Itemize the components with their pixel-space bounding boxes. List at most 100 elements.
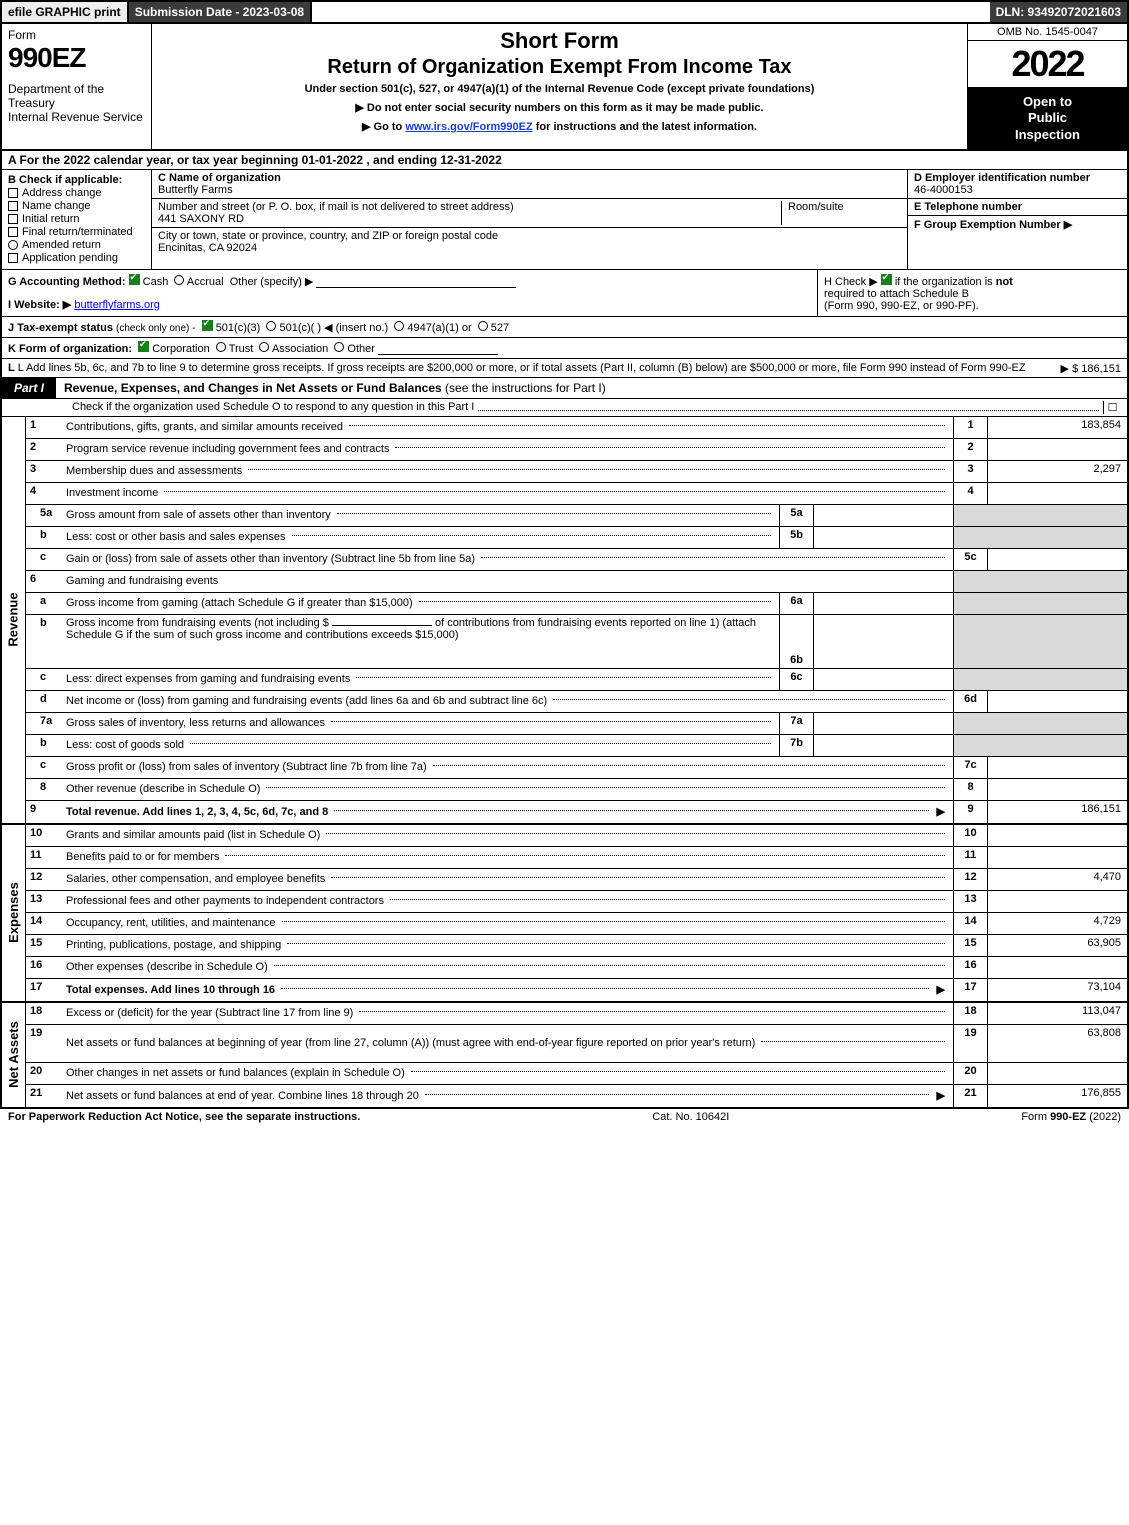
header-left: Form 990EZ Department of the Treasury In… (2, 24, 152, 149)
omb-number: OMB No. 1545-0047 (968, 24, 1127, 41)
instr-goto-post: for instructions and the latest informat… (533, 121, 757, 133)
line-9: 9Total revenue. Add lines 1, 2, 3, 4, 5c… (26, 801, 1127, 823)
lbl-trust: Trust (229, 343, 254, 355)
revenue-side-label: Revenue (2, 417, 26, 823)
chk-amended-return[interactable] (8, 240, 18, 250)
line-3: 3Membership dues and assessments32,297 (26, 461, 1127, 483)
line-6c: cLess: direct expenses from gaming and f… (26, 669, 1127, 691)
net-assets-section: Net Assets 18Excess or (deficit) for the… (0, 1003, 1129, 1109)
j-small: (check only one) - (116, 323, 195, 334)
lbl-4947: 4947(a)(1) or (407, 322, 471, 334)
header-mid: Short Form Return of Organization Exempt… (152, 24, 967, 149)
lbl-other-org: Other (347, 343, 375, 355)
lbl-application-pending: Application pending (22, 252, 118, 264)
h-post: if the organization is (892, 276, 996, 288)
line-21: 21Net assets or fund balances at end of … (26, 1085, 1127, 1107)
schedule-o-check-row: Check if the organization used Schedule … (0, 399, 1129, 417)
footer: For Paperwork Reduction Act Notice, see … (0, 1109, 1129, 1125)
row-gh: G Accounting Method: Cash Accrual Other … (0, 270, 1129, 317)
other-specify-input[interactable] (316, 276, 516, 288)
chk-application-pending[interactable] (8, 253, 18, 263)
header-right: OMB No. 1545-0047 2022 Open to Public In… (967, 24, 1127, 149)
col-c-org-info: C Name of organization Butterfly Farms N… (152, 170, 907, 269)
chk-501c[interactable] (266, 321, 276, 331)
street-address: 441 SAXONY RD (158, 213, 244, 225)
chk-501c3[interactable] (202, 320, 213, 331)
chk-cash[interactable] (129, 274, 140, 285)
lbl-name-change: Name change (22, 200, 91, 212)
chk-corporation[interactable] (138, 341, 149, 352)
expenses-section: Expenses 10Grants and similar amounts pa… (0, 825, 1129, 1003)
open2: Public (972, 110, 1123, 126)
block-bcdef: B Check if applicable: Address change Na… (0, 170, 1129, 270)
chk-association[interactable] (259, 342, 269, 352)
other-org-input[interactable] (378, 343, 498, 355)
line-5b: bLess: cost or other basis and sales exp… (26, 527, 1127, 549)
line-20: 20Other changes in net assets or fund ba… (26, 1063, 1127, 1085)
dln-number: DLN: 93492072021603 (990, 2, 1127, 22)
line-7c: cGross profit or (loss) from sales of in… (26, 757, 1127, 779)
col-def: D Employer identification number 46-4000… (907, 170, 1127, 269)
lbl-527: 527 (491, 322, 509, 334)
line-11: 11Benefits paid to or for members11 (26, 847, 1127, 869)
footer-cat-no: Cat. No. 10642I (360, 1111, 1021, 1123)
short-form-title: Short Form (160, 28, 959, 54)
lbl-final-return: Final return/terminated (22, 226, 133, 238)
line-2: 2Program service revenue including gover… (26, 439, 1127, 461)
footer-right-bold: 990-EZ (1050, 1111, 1086, 1123)
dots (478, 401, 1099, 411)
footer-right-pre: Form (1021, 1111, 1050, 1123)
city-state-zip: Encinitas, CA 92024 (158, 242, 257, 254)
chk-address-change[interactable] (8, 188, 18, 198)
c-name-label: C Name of organization (158, 172, 281, 184)
ein-value: 46-4000153 (914, 184, 973, 196)
irs-label: Internal Revenue Service (8, 110, 145, 124)
lbl-501c: 501(c)( ) ◀ (insert no.) (280, 322, 389, 334)
line-14: 14Occupancy, rent, utilities, and mainte… (26, 913, 1127, 935)
line-18: 18Excess or (deficit) for the year (Subt… (26, 1003, 1127, 1025)
instr-goto: ▶ Go to www.irs.gov/Form990EZ for instru… (160, 120, 959, 133)
instr-goto-pre: ▶ Go to (362, 121, 405, 133)
open3: Inspection (972, 127, 1123, 143)
chk-accrual[interactable] (174, 275, 184, 285)
part-1-header: Part I Revenue, Expenses, and Changes in… (0, 378, 1129, 399)
chk-final-return[interactable] (8, 227, 18, 237)
efile-print-label[interactable]: efile GRAPHIC print (2, 2, 129, 22)
g-label: G Accounting Method: (8, 276, 126, 288)
i-website-label: I Website: ▶ (8, 299, 71, 311)
line-5c: cGain or (loss) from sale of assets othe… (26, 549, 1127, 571)
line-12: 12Salaries, other compensation, and empl… (26, 869, 1127, 891)
net-assets-side-label: Net Assets (2, 1003, 26, 1107)
h-line3: (Form 990, 990-EZ, or 990-PF). (824, 300, 979, 312)
col-b-checkboxes: B Check if applicable: Address change Na… (2, 170, 152, 269)
footer-left: For Paperwork Reduction Act Notice, see … (8, 1111, 360, 1123)
line-16: 16Other expenses (describe in Schedule O… (26, 957, 1127, 979)
j-label: J Tax-exempt status (8, 322, 116, 334)
chk-527[interactable] (478, 321, 488, 331)
chk-schedule-b[interactable] (881, 274, 892, 285)
room-suite: Room/suite (781, 201, 901, 225)
chk-name-change[interactable] (8, 201, 18, 211)
form-word: Form (8, 28, 145, 42)
schedule-o-checkbox[interactable]: ☐ (1103, 401, 1121, 414)
lbl-amended-return: Amended return (22, 239, 101, 251)
line-4: 4Investment income4 (26, 483, 1127, 505)
part-1-desc-light: (see the instructions for Part I) (445, 381, 606, 395)
chk-trust[interactable] (216, 342, 226, 352)
chk-initial-return[interactable] (8, 214, 18, 224)
chk-other-org[interactable] (334, 342, 344, 352)
chk-4947[interactable] (394, 321, 404, 331)
line-5a: 5aGross amount from sale of assets other… (26, 505, 1127, 527)
city-label: City or town, state or province, country… (158, 230, 498, 242)
website-link[interactable]: butterflyfarms.org (74, 299, 160, 311)
line-17: 17Total expenses. Add lines 10 through 1… (26, 979, 1127, 1001)
tax-year: 2022 (968, 41, 1127, 88)
e-phone-label: E Telephone number (914, 201, 1022, 213)
lbl-cash: Cash (143, 276, 169, 288)
open1: Open to (972, 94, 1123, 110)
col-b-title: B Check if applicable: (8, 174, 145, 186)
part-1-desc: Revenue, Expenses, and Changes in Net As… (56, 378, 614, 398)
footer-right-post: (2022) (1086, 1111, 1121, 1123)
irs-link[interactable]: www.irs.gov/Form990EZ (405, 121, 532, 133)
row-l-gross-receipts: L L Add lines 5b, 6c, and 7b to line 9 t… (0, 359, 1129, 378)
